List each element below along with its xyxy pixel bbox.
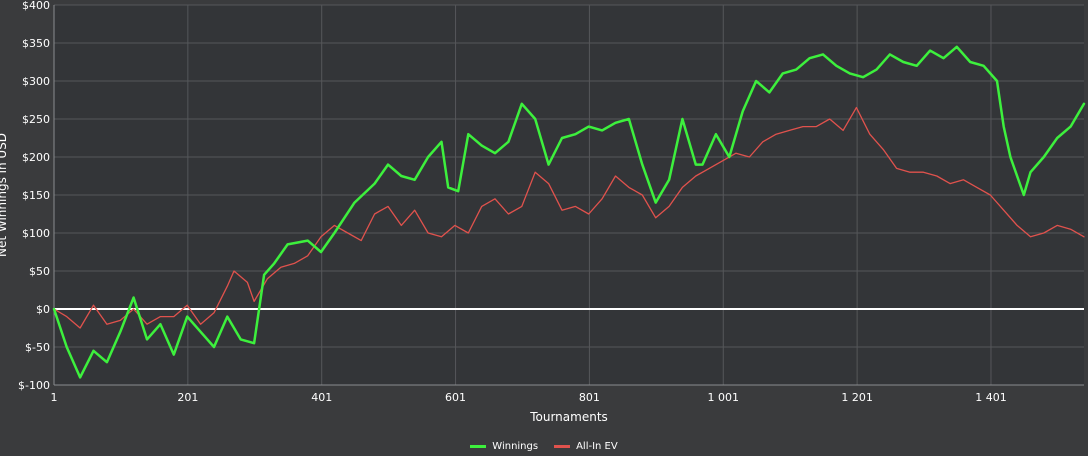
- y-tick-label: $200: [22, 151, 50, 164]
- y-tick-label: $100: [22, 227, 50, 240]
- y-tick-label: $300: [22, 75, 50, 88]
- y-tick-label: $350: [22, 37, 50, 50]
- x-tick-label: 801: [579, 391, 600, 404]
- legend: Winnings All-In EV: [0, 441, 1088, 452]
- legend-label-all-in-ev: All-In EV: [576, 441, 618, 452]
- y-tick-label: $400: [22, 0, 50, 12]
- y-tick-label: $50: [29, 265, 50, 278]
- series-line-all-in-ev: [53, 106, 1085, 329]
- x-tick-label: 201: [177, 391, 198, 404]
- legend-item-all-in-ev[interactable]: All-In EV: [554, 441, 618, 452]
- legend-item-winnings[interactable]: Winnings: [470, 441, 538, 452]
- x-tick-label: 601: [445, 391, 466, 404]
- legend-swatch-winnings: [470, 445, 487, 448]
- x-tick-label: 1 001: [708, 391, 740, 404]
- y-tick-label: $250: [22, 113, 50, 126]
- legend-swatch-all-in-ev: [554, 445, 571, 448]
- x-tick-label: 1: [51, 391, 58, 404]
- y-tick-label: $0: [36, 303, 50, 316]
- x-tick-label: 401: [311, 391, 332, 404]
- x-axis-title: Tournaments: [529, 410, 608, 424]
- y-tick-label: $-100: [18, 379, 50, 392]
- y-axis-title: Net Winnings in USD: [0, 133, 9, 257]
- y-tick-label: $150: [22, 189, 50, 202]
- legend-label-winnings: Winnings: [492, 441, 539, 452]
- series-line-winnings: [52, 45, 1086, 379]
- x-tick-label: 1 401: [975, 391, 1007, 404]
- y-tick-label: $-50: [25, 341, 50, 354]
- x-tick-label: 1 201: [841, 391, 873, 404]
